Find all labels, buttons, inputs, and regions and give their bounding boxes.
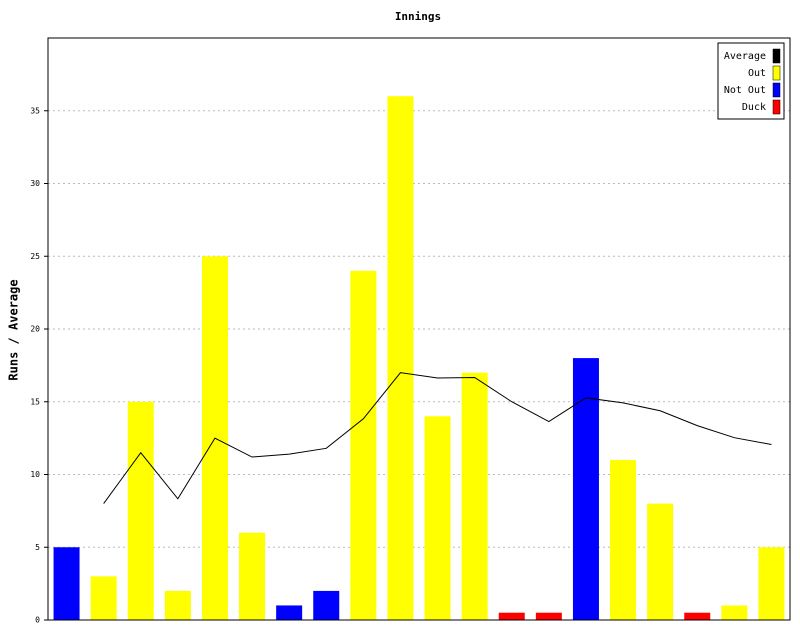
bar [461, 372, 488, 620]
legend-swatch [772, 82, 781, 98]
bar [721, 605, 748, 620]
legend-label: Duck [742, 102, 766, 113]
bar [350, 270, 377, 620]
y-axis-label: Runs / Average [7, 279, 21, 380]
bar [535, 612, 562, 620]
legend-swatch [772, 48, 781, 64]
bar [164, 590, 191, 620]
legend-swatch [772, 65, 781, 81]
bar [53, 547, 80, 620]
bar [758, 547, 785, 620]
bar [572, 358, 599, 620]
plot-frame [47, 37, 791, 621]
bar [387, 96, 414, 620]
y-tick-label: 10 [30, 470, 40, 479]
y-tick-label: 0 [35, 616, 40, 625]
chart-title: Innings [395, 10, 441, 23]
bar [239, 532, 266, 620]
average-line [103, 372, 772, 504]
legend-label: Not Out [724, 85, 766, 96]
legend-label: Average [724, 51, 766, 62]
bar [684, 612, 711, 620]
y-tick-label: 25 [30, 252, 40, 261]
bar [313, 590, 340, 620]
y-tick-label: 30 [30, 179, 40, 188]
y-tick-label: 15 [30, 397, 40, 406]
legend-label: Out [748, 68, 766, 79]
bar [424, 416, 451, 620]
legend-swatch [772, 99, 781, 115]
bar [610, 459, 637, 620]
y-tick-label: 20 [30, 325, 40, 334]
y-tick-label: 35 [30, 106, 40, 115]
bar [90, 576, 117, 620]
bar [647, 503, 674, 620]
bar [127, 401, 154, 620]
bar [276, 605, 303, 620]
bar [498, 612, 525, 620]
y-tick-label: 5 [35, 543, 40, 552]
